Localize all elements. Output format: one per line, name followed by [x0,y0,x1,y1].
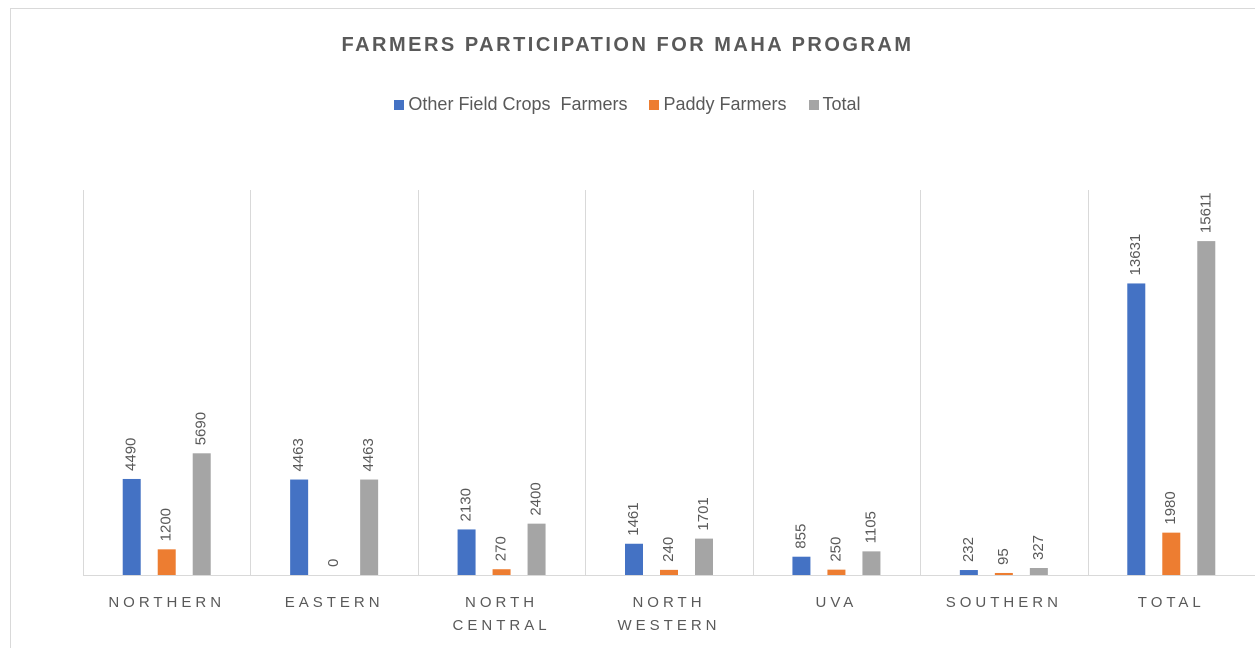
bar [527,523,546,575]
data-label: 1105 [862,511,879,543]
data-label: 15611 [1197,192,1214,233]
chart-border [10,8,1255,648]
bar [1127,283,1146,575]
x-tick-label: EASTERN [284,594,384,611]
x-tick-label: UVA [815,594,858,611]
legend-item: Paddy Farmers [649,94,787,115]
bar [360,479,379,575]
bar [290,479,309,575]
data-label: 1701 [695,497,712,530]
data-label: 0 [325,559,342,567]
bar [959,570,978,575]
chart-title: FARMERS PARTICIPATION FOR MAHA PROGRAM [341,34,914,56]
legend: Other Field Crops Farmers Paddy Farmers To… [0,94,1255,115]
data-label: 1980 [1162,491,1179,524]
data-label: 240 [660,537,677,562]
legend-item: Total [808,94,861,115]
bar [695,538,713,575]
data-label: 855 [792,524,809,549]
bar [994,572,1013,575]
x-tick-label: NORTH CENTRAL [452,594,551,634]
bar [625,543,643,575]
data-label: 1200 [158,508,175,541]
x-tick-label: SOUTHERN [945,594,1062,611]
data-label: 4463 [360,438,377,471]
legend-swatch [394,99,405,110]
x-tick-label: TOTAL [1137,594,1205,611]
bar [192,453,211,575]
legend-swatch [808,99,819,110]
legend-item: Other Field Crops Farmers [394,94,627,115]
bar [122,478,141,575]
data-label: 5690 [193,412,210,445]
data-label: 327 [1030,535,1047,560]
legend-swatch [649,99,660,110]
data-label: 4463 [290,438,307,471]
data-label: 270 [493,536,510,561]
bar [827,569,846,575]
x-tick-label: NORTHERN [108,594,226,611]
legend-label: Other Field Crops Farmers [408,94,628,114]
bar [792,556,811,575]
bar [1029,568,1048,575]
bar [492,569,511,575]
x-tick-label: NORTH WESTERN [617,594,721,634]
data-label: 2400 [528,482,545,515]
data-label: 2130 [458,488,475,521]
bar [862,551,881,575]
data-label: 250 [827,537,844,562]
bar [660,569,678,575]
data-label: 1461 [625,502,642,535]
bar [1197,241,1216,575]
data-label: 95 [995,548,1012,565]
data-label: 13631 [1127,234,1144,276]
bar [1162,532,1181,575]
data-label: 232 [960,537,977,562]
bar [457,529,476,575]
legend-label: Paddy Farmers [663,94,787,114]
data-label: 4490 [123,438,140,471]
bar [157,549,176,575]
legend-label: Total [822,94,861,114]
